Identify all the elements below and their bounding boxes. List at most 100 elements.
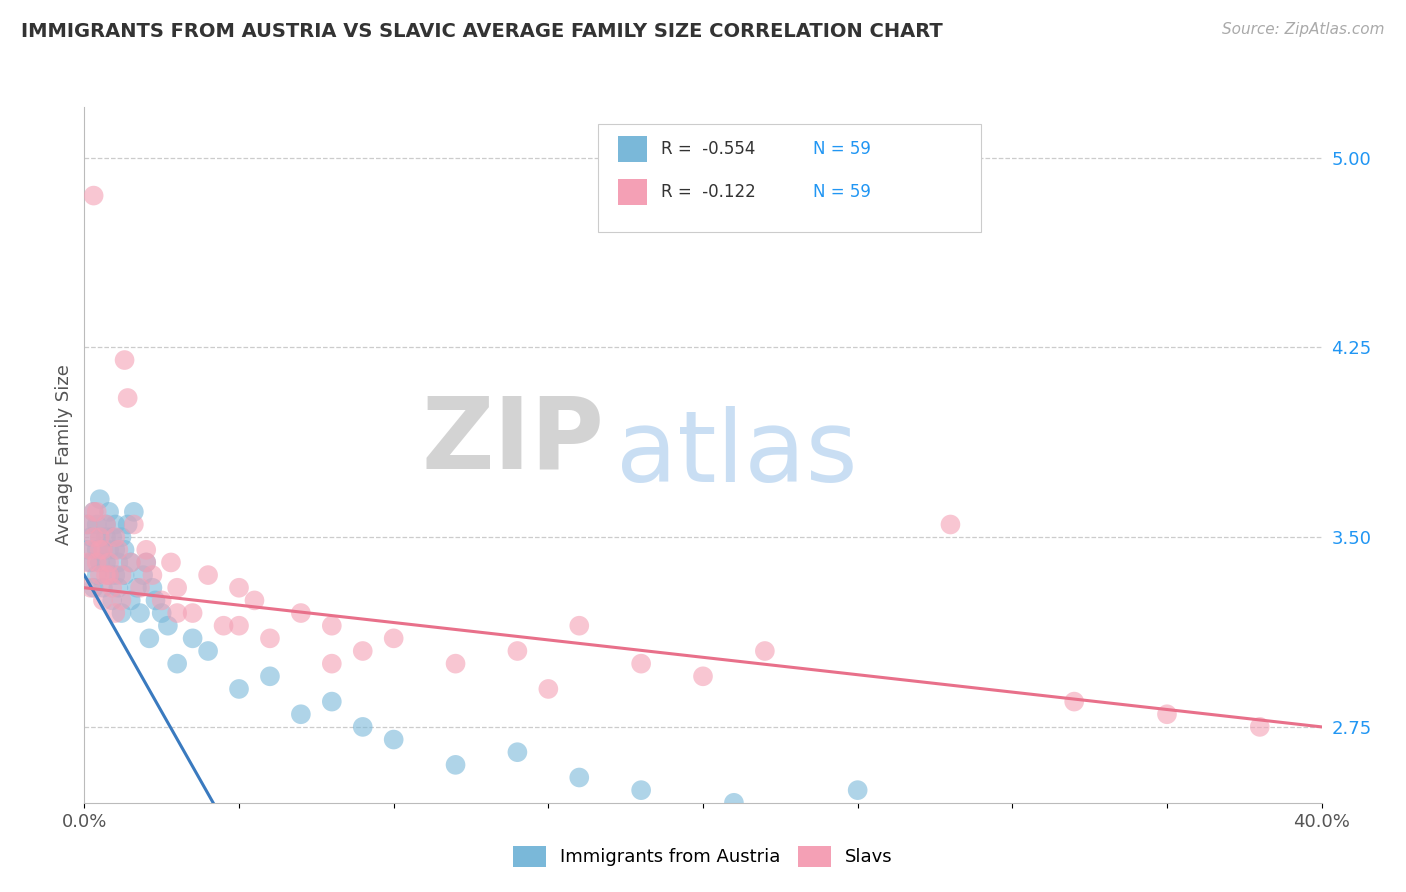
Point (568, 771, 591, 785)
Point (104, 530, 127, 544)
Point (145, 593, 167, 607)
Point (110, 593, 132, 607)
Text: ZIP: ZIP (422, 392, 605, 490)
Point (94, 517, 117, 532)
Point (120, 556, 142, 570)
Point (91, 542, 114, 557)
Point (181, 606, 204, 620)
Point (197, 644, 219, 658)
Point (89, 568, 111, 582)
Point (723, 796, 745, 810)
Point (94, 517, 117, 532)
Point (290, 707, 312, 722)
Point (166, 606, 188, 620)
Point (110, 568, 132, 582)
Point (290, 606, 312, 620)
Text: R =  -0.122: R = -0.122 (661, 183, 755, 202)
Point (228, 681, 250, 696)
Point (228, 618, 250, 632)
Point (76, 517, 98, 532)
Point (98, 542, 121, 557)
Text: N = 59: N = 59 (813, 183, 870, 202)
Point (150, 593, 173, 607)
Point (692, 669, 714, 683)
Point (352, 644, 374, 658)
Point (382, 732, 405, 747)
Point (228, 581, 250, 595)
Point (79, 530, 101, 544)
Point (352, 720, 374, 734)
Point (86, 517, 108, 532)
Point (321, 657, 343, 671)
Point (79, 556, 101, 570)
Point (98, 568, 121, 582)
Point (89, 492, 111, 507)
Point (132, 568, 155, 582)
FancyBboxPatch shape (617, 179, 647, 205)
Point (156, 618, 179, 632)
Point (630, 783, 652, 797)
Point (98, 568, 121, 582)
Point (537, 681, 560, 696)
Point (107, 581, 129, 595)
Point (321, 695, 343, 709)
Point (129, 606, 152, 620)
Point (754, 644, 776, 658)
Point (150, 606, 173, 620)
Point (117, 391, 139, 405)
Point (444, 657, 467, 671)
Y-axis label: Average Family Size: Average Family Size (55, 365, 73, 545)
Text: R =  -0.554: R = -0.554 (661, 140, 755, 158)
Point (122, 505, 145, 519)
Point (101, 530, 124, 544)
Point (86, 568, 108, 582)
Point (125, 581, 148, 595)
Point (107, 556, 129, 570)
Point (444, 757, 467, 772)
Point (89, 530, 111, 544)
Point (91, 581, 114, 595)
Legend: Immigrants from Austria, Slavs: Immigrants from Austria, Slavs (506, 838, 900, 874)
Point (89, 556, 111, 570)
Point (101, 581, 124, 595)
Point (104, 606, 127, 620)
Point (160, 556, 183, 570)
Point (110, 530, 132, 544)
Point (506, 745, 529, 759)
Point (76, 517, 98, 532)
Point (114, 542, 136, 557)
Point (104, 517, 127, 532)
Point (212, 618, 235, 632)
Point (94, 530, 117, 544)
Text: Source: ZipAtlas.com: Source: ZipAtlas.com (1222, 22, 1385, 37)
Point (86, 542, 108, 557)
Point (138, 632, 160, 646)
Text: atlas: atlas (616, 407, 858, 503)
Point (181, 632, 204, 646)
Point (939, 517, 962, 532)
Point (243, 593, 266, 607)
Point (1063, 695, 1085, 709)
Point (122, 517, 145, 532)
Text: N = 59: N = 59 (813, 140, 870, 158)
Point (98, 556, 121, 570)
Point (79, 542, 101, 557)
Point (107, 542, 129, 557)
Point (135, 542, 157, 557)
Point (98, 505, 121, 519)
Point (83, 505, 105, 519)
Point (114, 568, 136, 582)
Point (1249, 720, 1271, 734)
Text: IMMIGRANTS FROM AUSTRIA VS SLAVIC AVERAGE FAMILY SIZE CORRELATION CHART: IMMIGRANTS FROM AUSTRIA VS SLAVIC AVERAG… (21, 22, 943, 41)
Point (141, 581, 163, 595)
Point (86, 505, 108, 519)
Point (83, 188, 105, 202)
Point (91, 542, 114, 557)
Point (135, 556, 157, 570)
Point (110, 606, 132, 620)
Point (89, 530, 111, 544)
Point (630, 657, 652, 671)
Point (76, 556, 98, 570)
Point (114, 353, 136, 368)
Point (259, 632, 281, 646)
